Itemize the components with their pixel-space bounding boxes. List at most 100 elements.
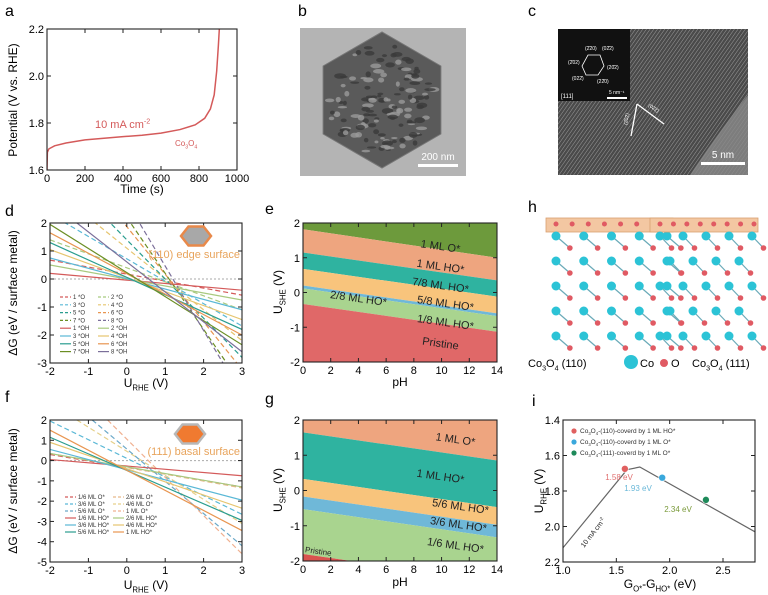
co-atom [655,231,665,241]
legend-label: 1/6 ML HO* [78,516,110,522]
co-atom [747,331,757,341]
o-atom [724,320,731,326]
co-atom [662,331,672,341]
o-atom [751,221,757,227]
x-tick-label: -2 [45,366,55,378]
series-line [50,264,242,301]
o-atom [622,345,629,351]
spot-label: (022̄) [572,76,584,82]
texture [328,116,335,121]
surface-hexagon-icon [179,225,213,247]
spot-label: (02̄2) [602,46,614,52]
o-atom [657,221,663,227]
o-atom [697,221,703,227]
o-atom [650,295,656,301]
texture [357,114,365,121]
o-atom [691,245,698,251]
hrtem-image-c: (2̄20) (02̄2) (2̄02) (20̄2) (022̄) (22̄0) [111… [558,29,748,175]
x-tick-label: 2 [328,564,334,576]
texture [391,136,398,140]
texture [337,106,348,109]
o-atom [594,245,601,251]
texture [424,82,433,85]
texture [413,68,421,74]
o-atom [760,295,767,301]
x-tick-label: 2.0 [662,565,677,577]
y-tick-label: 2 [41,218,47,230]
o-atom [622,320,629,326]
o-atom [747,320,754,326]
region-4 [303,285,497,317]
panel-letter-g: g [265,391,274,408]
texture [355,49,362,55]
plot-area [563,466,755,549]
texture [387,114,399,120]
co-atom [678,331,688,341]
panel-letter-h: h [528,199,537,216]
co-atom [634,331,644,341]
y-tick-label: 2.0 [545,522,560,534]
region-label: 1 ML O* [435,431,477,449]
texture [370,63,382,69]
y-tick-label: -1 [290,521,300,533]
texture [399,137,406,143]
texture [383,97,389,102]
series-line [50,242,242,330]
region-5 [303,288,497,332]
texture [366,146,377,149]
texture [363,46,373,50]
y-axis-label: USHE (V) [271,270,288,314]
o-atom [760,345,767,351]
x-tick-label: 4 [355,564,361,576]
texture [378,77,385,83]
x-tick-label: 1 [162,366,168,378]
texture [404,113,412,119]
x-tick-label: -1 [84,366,94,378]
texture [412,140,418,146]
chart-i: 1.58 eV Co3O4-(110)-coverd by 1 ML HO* 1.9… [532,415,756,594]
region-5 [303,553,352,561]
texture [349,76,357,81]
co-atom [551,231,561,241]
o-atom [724,270,731,276]
legend-label: Co3O4-(110)-coverd by 1 ML O* [580,439,671,447]
panel-letter-b: b [298,3,307,20]
co-atom [551,281,561,291]
series-line [50,223,242,346]
y-tick-label: 0 [294,288,300,300]
x-tick-label: 3 [239,565,245,577]
x-tick-label: 0 [300,365,306,377]
texture [399,87,405,92]
x-axis-label: URHE (V) [124,376,168,393]
texture [377,92,384,96]
series-line [50,272,242,291]
y-tick-label: -2 [37,496,47,508]
y-tick-label: 0 [294,486,300,498]
region-label: Pristine [305,545,333,558]
chart-a: 0 200 400 600 800 1000 1.6 1.8 2.0 2.2 Time (s) Pot… [6,24,249,196]
co-atom [662,281,672,291]
inset-scale-label: 5 nm⁻¹ [609,90,625,96]
texture [374,140,379,144]
x-axis-label: pH [392,375,407,389]
axes-frame [49,222,243,364]
co-atom [701,231,711,241]
texture [415,126,428,131]
series-line [123,223,238,363]
y-tick-label: -4 [37,537,47,549]
x-tick-label: 6 [383,564,389,576]
y-tick-label: 0 [41,274,47,286]
texture [342,130,349,136]
panel-letter-f: f [5,389,10,406]
legend-label: Co3O4-(111)-coverd by 1 ML O* [580,450,671,458]
y-tick-label: 1.8 [29,118,44,130]
texture [367,113,378,117]
region-4 [303,509,497,561]
series-line [50,436,242,521]
texture [393,93,401,96]
o-atom [650,345,656,351]
legend-label: 4 *OH [111,334,127,340]
co-atom [747,281,757,291]
x-tick-label: 1.0 [555,565,570,577]
